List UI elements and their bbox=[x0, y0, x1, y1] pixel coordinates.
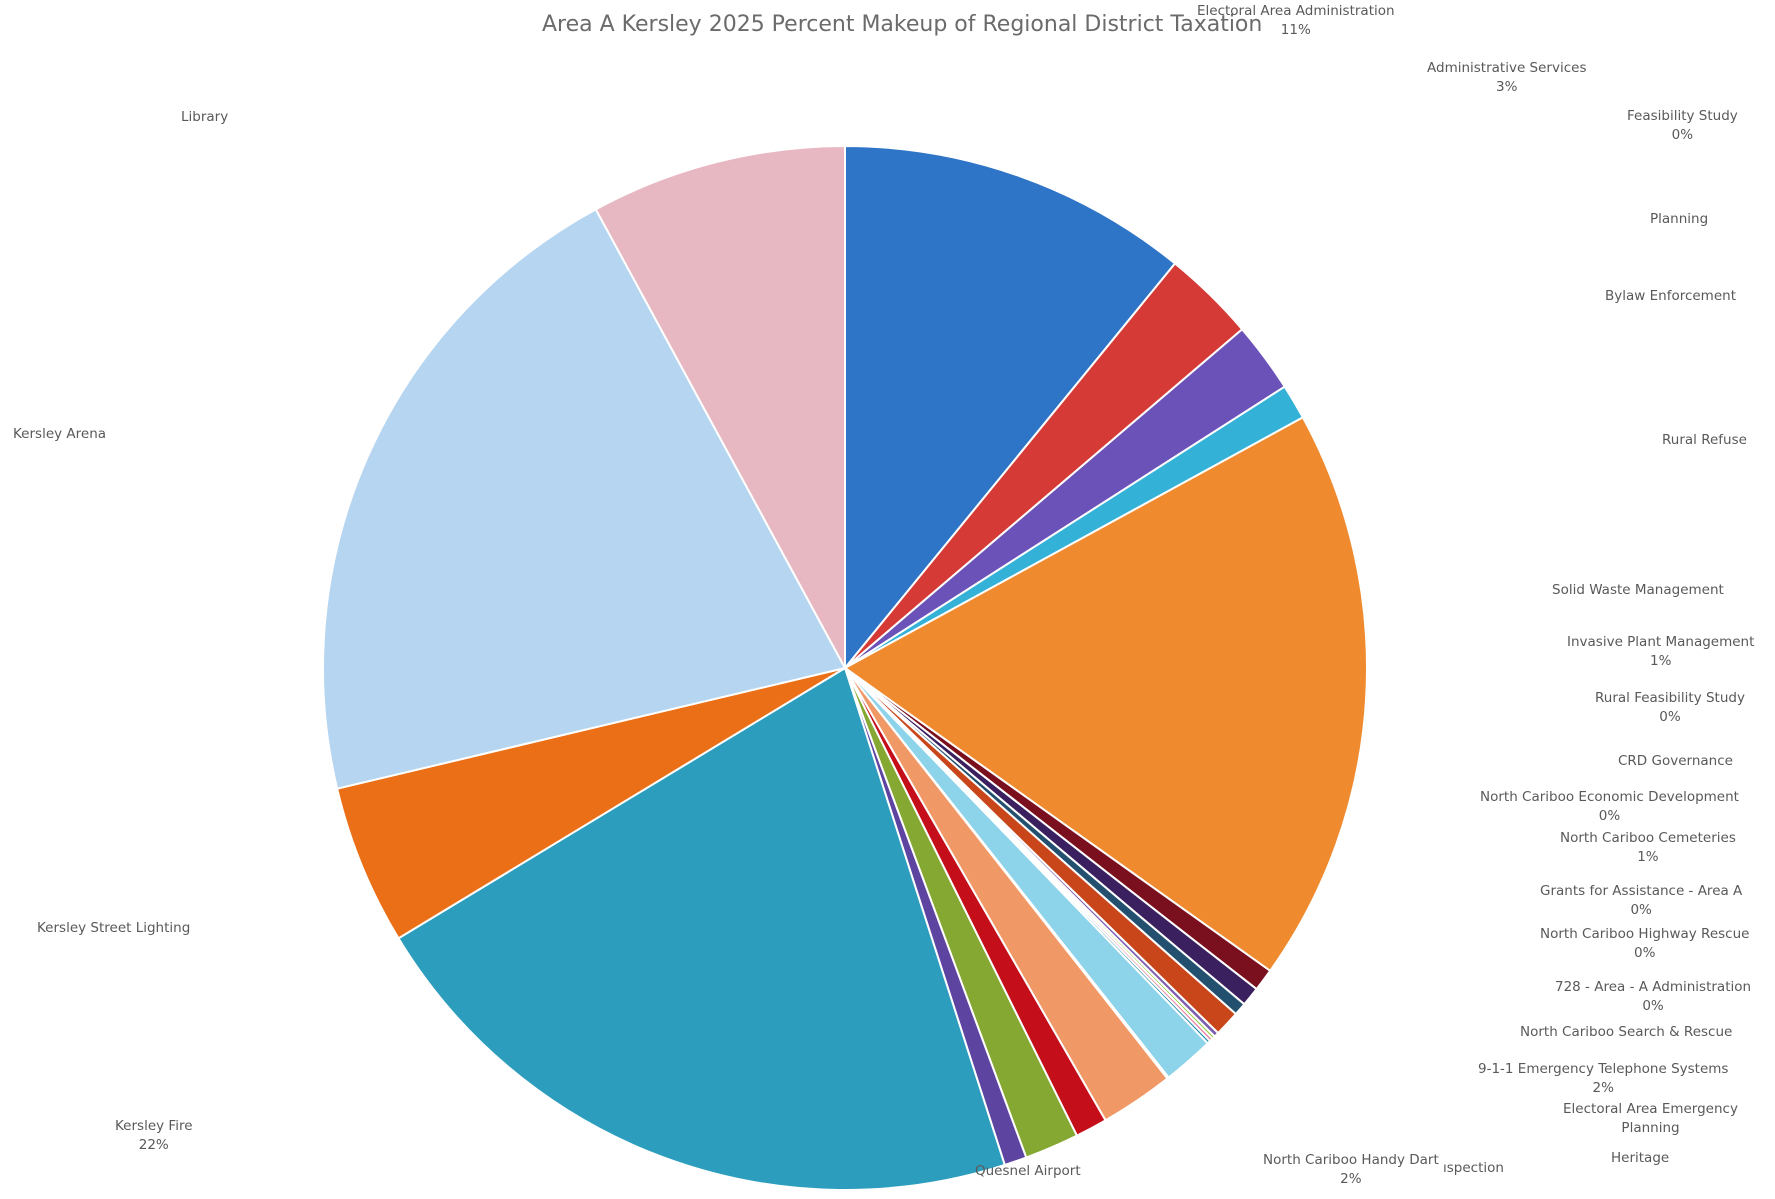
slice-label-north-cariboo-highway-rescue: North Cariboo Highway Rescue 0% bbox=[1540, 925, 1749, 963]
slice-label-north-cariboo-economic-development: North Cariboo Economic Development 0% bbox=[1480, 788, 1739, 826]
slice-label-pct: 0% bbox=[1659, 709, 1681, 725]
slice-label-text: Quesnel Airport bbox=[975, 1163, 1081, 1179]
pie-slice-kersley-street-lighting bbox=[335, 667, 846, 940]
slice-label-invasive-plant-management: Invasive Plant Management 1% bbox=[1567, 633, 1754, 671]
slice-label-text: 9-1-1 Emergency Telephone Systems bbox=[1478, 1061, 1729, 1077]
slice-label-pct: 1% bbox=[1649, 653, 1672, 669]
pie-slice-kersley-fire bbox=[397, 666, 1007, 1191]
slice-label-heritage: Heritage bbox=[1611, 1149, 1669, 1168]
slice-label-text: Kersley Fire bbox=[115, 1118, 193, 1134]
slice-label-text: Planning bbox=[1650, 211, 1709, 227]
slice-label-bylaw-enforcement: Bylaw Enforcement bbox=[1605, 287, 1736, 306]
slice-label-electoral-area-emergency-planning: Electoral Area Emergency Planning bbox=[1563, 1100, 1738, 1138]
slice-label-kersley-street-lighting: Kersley Street Lighting bbox=[37, 919, 190, 938]
pie-slices bbox=[322, 144, 1368, 1191]
slice-label-feasibility-study: Feasibility Study 0% bbox=[1627, 107, 1738, 145]
slice-label-pct: 0% bbox=[1642, 998, 1664, 1014]
slice-label-north-cariboo-handy-dart: North Cariboo Handy Dart 2% bbox=[1263, 1151, 1439, 1189]
slice-label-text: Library bbox=[181, 109, 229, 125]
slice-label-text: Kersley Arena bbox=[13, 426, 107, 442]
slice-label-planning: Planning bbox=[1650, 210, 1708, 229]
slice-label-pct: 2% bbox=[1592, 1080, 1614, 1096]
slice-label-pct: 3% bbox=[1496, 79, 1518, 95]
slice-label-pct: 2% bbox=[1340, 1171, 1362, 1187]
slice-label-text: ıspection bbox=[1443, 1160, 1504, 1176]
slice-label-text: Administrative Services bbox=[1427, 60, 1587, 76]
slice-label-text: Invasive Plant Management bbox=[1567, 634, 1755, 650]
slice-label-text: North Cariboo Cemeteries bbox=[1560, 830, 1736, 846]
slice-label-text: Grants for Assistance - Area A bbox=[1540, 883, 1743, 899]
slice-label-pct: 1% bbox=[1637, 849, 1659, 865]
pie-slice-electoral-area-administration bbox=[844, 144, 1177, 671]
slice-label-electoral-area-administration: Electoral Area Administration 11% bbox=[1197, 2, 1395, 40]
slice-label-grants-for-assistance: Grants for Assistance - Area A 0% bbox=[1540, 882, 1742, 920]
slice-label-administrative-services: Administrative Services 3% bbox=[1427, 59, 1586, 97]
slice-label-text: Electoral Area Emergency Planning bbox=[1563, 1101, 1738, 1136]
slice-label-pct: 11% bbox=[1280, 22, 1311, 38]
slice-label-text: Heritage bbox=[1611, 1150, 1670, 1166]
slice-label-text: Feasibility Study bbox=[1627, 108, 1738, 124]
slice-label-crd-governance: CRD Governance bbox=[1618, 752, 1733, 771]
slice-label-rural-feasibility-study: Rural Feasibility Study 0% bbox=[1595, 689, 1745, 727]
slice-label-text: Electoral Area Administration bbox=[1197, 3, 1395, 19]
slice-label-kersley-arena: Kersley Arena bbox=[13, 425, 106, 444]
pie-slice-kersley-arena bbox=[322, 207, 847, 790]
slice-label-pct: 22% bbox=[138, 1137, 169, 1153]
chart-title: Area A Kersley 2025 Percent Makeup of Re… bbox=[542, 12, 1263, 37]
pie-slice-rural-refuse bbox=[843, 416, 1368, 973]
slice-label-text: Rural Feasibility Study bbox=[1595, 690, 1745, 706]
slice-label-text: Rural Refuse bbox=[1662, 432, 1747, 448]
slice-label-text: North Cariboo Handy Dart bbox=[1263, 1152, 1439, 1168]
slice-label-north-cariboo-cemeteries: North Cariboo Cemeteries 1% bbox=[1560, 829, 1736, 867]
pie-slice-library bbox=[594, 144, 846, 669]
slice-label-kersley-fire: Kersley Fire 22% bbox=[115, 1117, 193, 1155]
slice-label-text: 728 - Area - A Administration bbox=[1555, 979, 1752, 995]
slice-label-rural-refuse: Rural Refuse bbox=[1662, 431, 1747, 450]
slice-label-inspection: ıspection bbox=[1443, 1159, 1504, 1178]
slice-label-north-cariboo-search-rescue: North Cariboo Search & Rescue bbox=[1520, 1023, 1732, 1042]
slice-label-pct: 0% bbox=[1634, 945, 1656, 961]
slice-label-text: Solid Waste Management bbox=[1552, 582, 1724, 598]
slice-label-library: Library bbox=[181, 108, 228, 127]
slice-label-728-area-a-administration: 728 - Area - A Administration 0% bbox=[1555, 978, 1751, 1016]
slice-label-pct: 0% bbox=[1630, 902, 1652, 918]
slice-label-solid-waste-management: Solid Waste Management bbox=[1552, 581, 1724, 600]
slice-label-text: North Cariboo Economic Development bbox=[1480, 789, 1739, 805]
slice-label-text: North Cariboo Search & Rescue bbox=[1520, 1024, 1733, 1040]
slice-label-pct: 0% bbox=[1671, 127, 1694, 143]
slice-label-pct: 0% bbox=[1598, 808, 1621, 824]
slice-label-quesnel-airport: Quesnel Airport bbox=[975, 1162, 1081, 1181]
slice-label-text: North Cariboo Highway Rescue bbox=[1540, 926, 1750, 942]
slice-label-text: Kersley Street Lighting bbox=[37, 920, 191, 936]
slice-label-text: Bylaw Enforcement bbox=[1605, 288, 1736, 304]
slice-label-911-emergency-telephone: 9-1-1 Emergency Telephone Systems 2% bbox=[1478, 1060, 1728, 1098]
slice-label-text: CRD Governance bbox=[1618, 753, 1733, 769]
